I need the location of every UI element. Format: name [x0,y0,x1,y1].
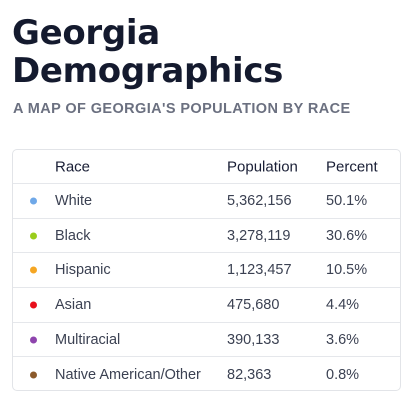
population-cell: 82,363 [227,366,272,383]
race-cell: Multiracial [55,331,121,348]
race-cell: Native American/Other [55,366,201,383]
table-row: Hispanic 1,123,457 10.5% [13,253,400,289]
percent-cell: 0.8% [326,366,360,383]
population-cell: 5,362,156 [227,192,292,209]
population-cell: 3,278,119 [227,227,291,244]
legend-dot-icon [30,197,37,205]
page-title: Georgia Demographics [12,13,284,91]
table-row: Black 3,278,119 30.6% [13,219,400,254]
header-percent: Percent [326,158,378,175]
percent-cell: 10.5% [326,262,368,279]
header-population: Population [227,158,298,175]
page-subtitle: A MAP OF GEORGIA'S POPULATION BY RACE [13,101,351,117]
percent-cell: 50.1% [326,192,368,209]
percent-cell: 4.4% [326,296,360,313]
table-row: Asian 475,680 4.4% [13,288,400,323]
percent-cell: 3.6% [326,331,360,348]
legend-dot-icon [30,266,37,274]
header-race: Race [55,158,91,175]
population-cell: 390,133 [227,331,280,348]
percent-cell: 30.6% [326,227,368,244]
table-row: Multiracial 390,133 3.6% [13,323,400,358]
legend-dot-icon [30,336,37,344]
legend-dot-icon [30,371,37,379]
population-cell: 475,680 [227,296,280,313]
race-cell: White [55,192,93,209]
legend-dot-icon [30,301,37,309]
race-cell: Hispanic [55,262,111,279]
table-header-row: Race Population Percent [13,150,400,184]
race-cell: Asian [55,296,92,313]
race-cell: Black [55,227,91,244]
table-row: White 5,362,156 50.1% [13,184,400,219]
demographics-table: Race Population Percent White 5,362,156 50… [12,149,401,391]
table-row: Native American/Other 82,363 0.8% [13,357,400,390]
population-cell: 1,123,457 [227,262,292,279]
legend-dot-icon [30,232,37,240]
